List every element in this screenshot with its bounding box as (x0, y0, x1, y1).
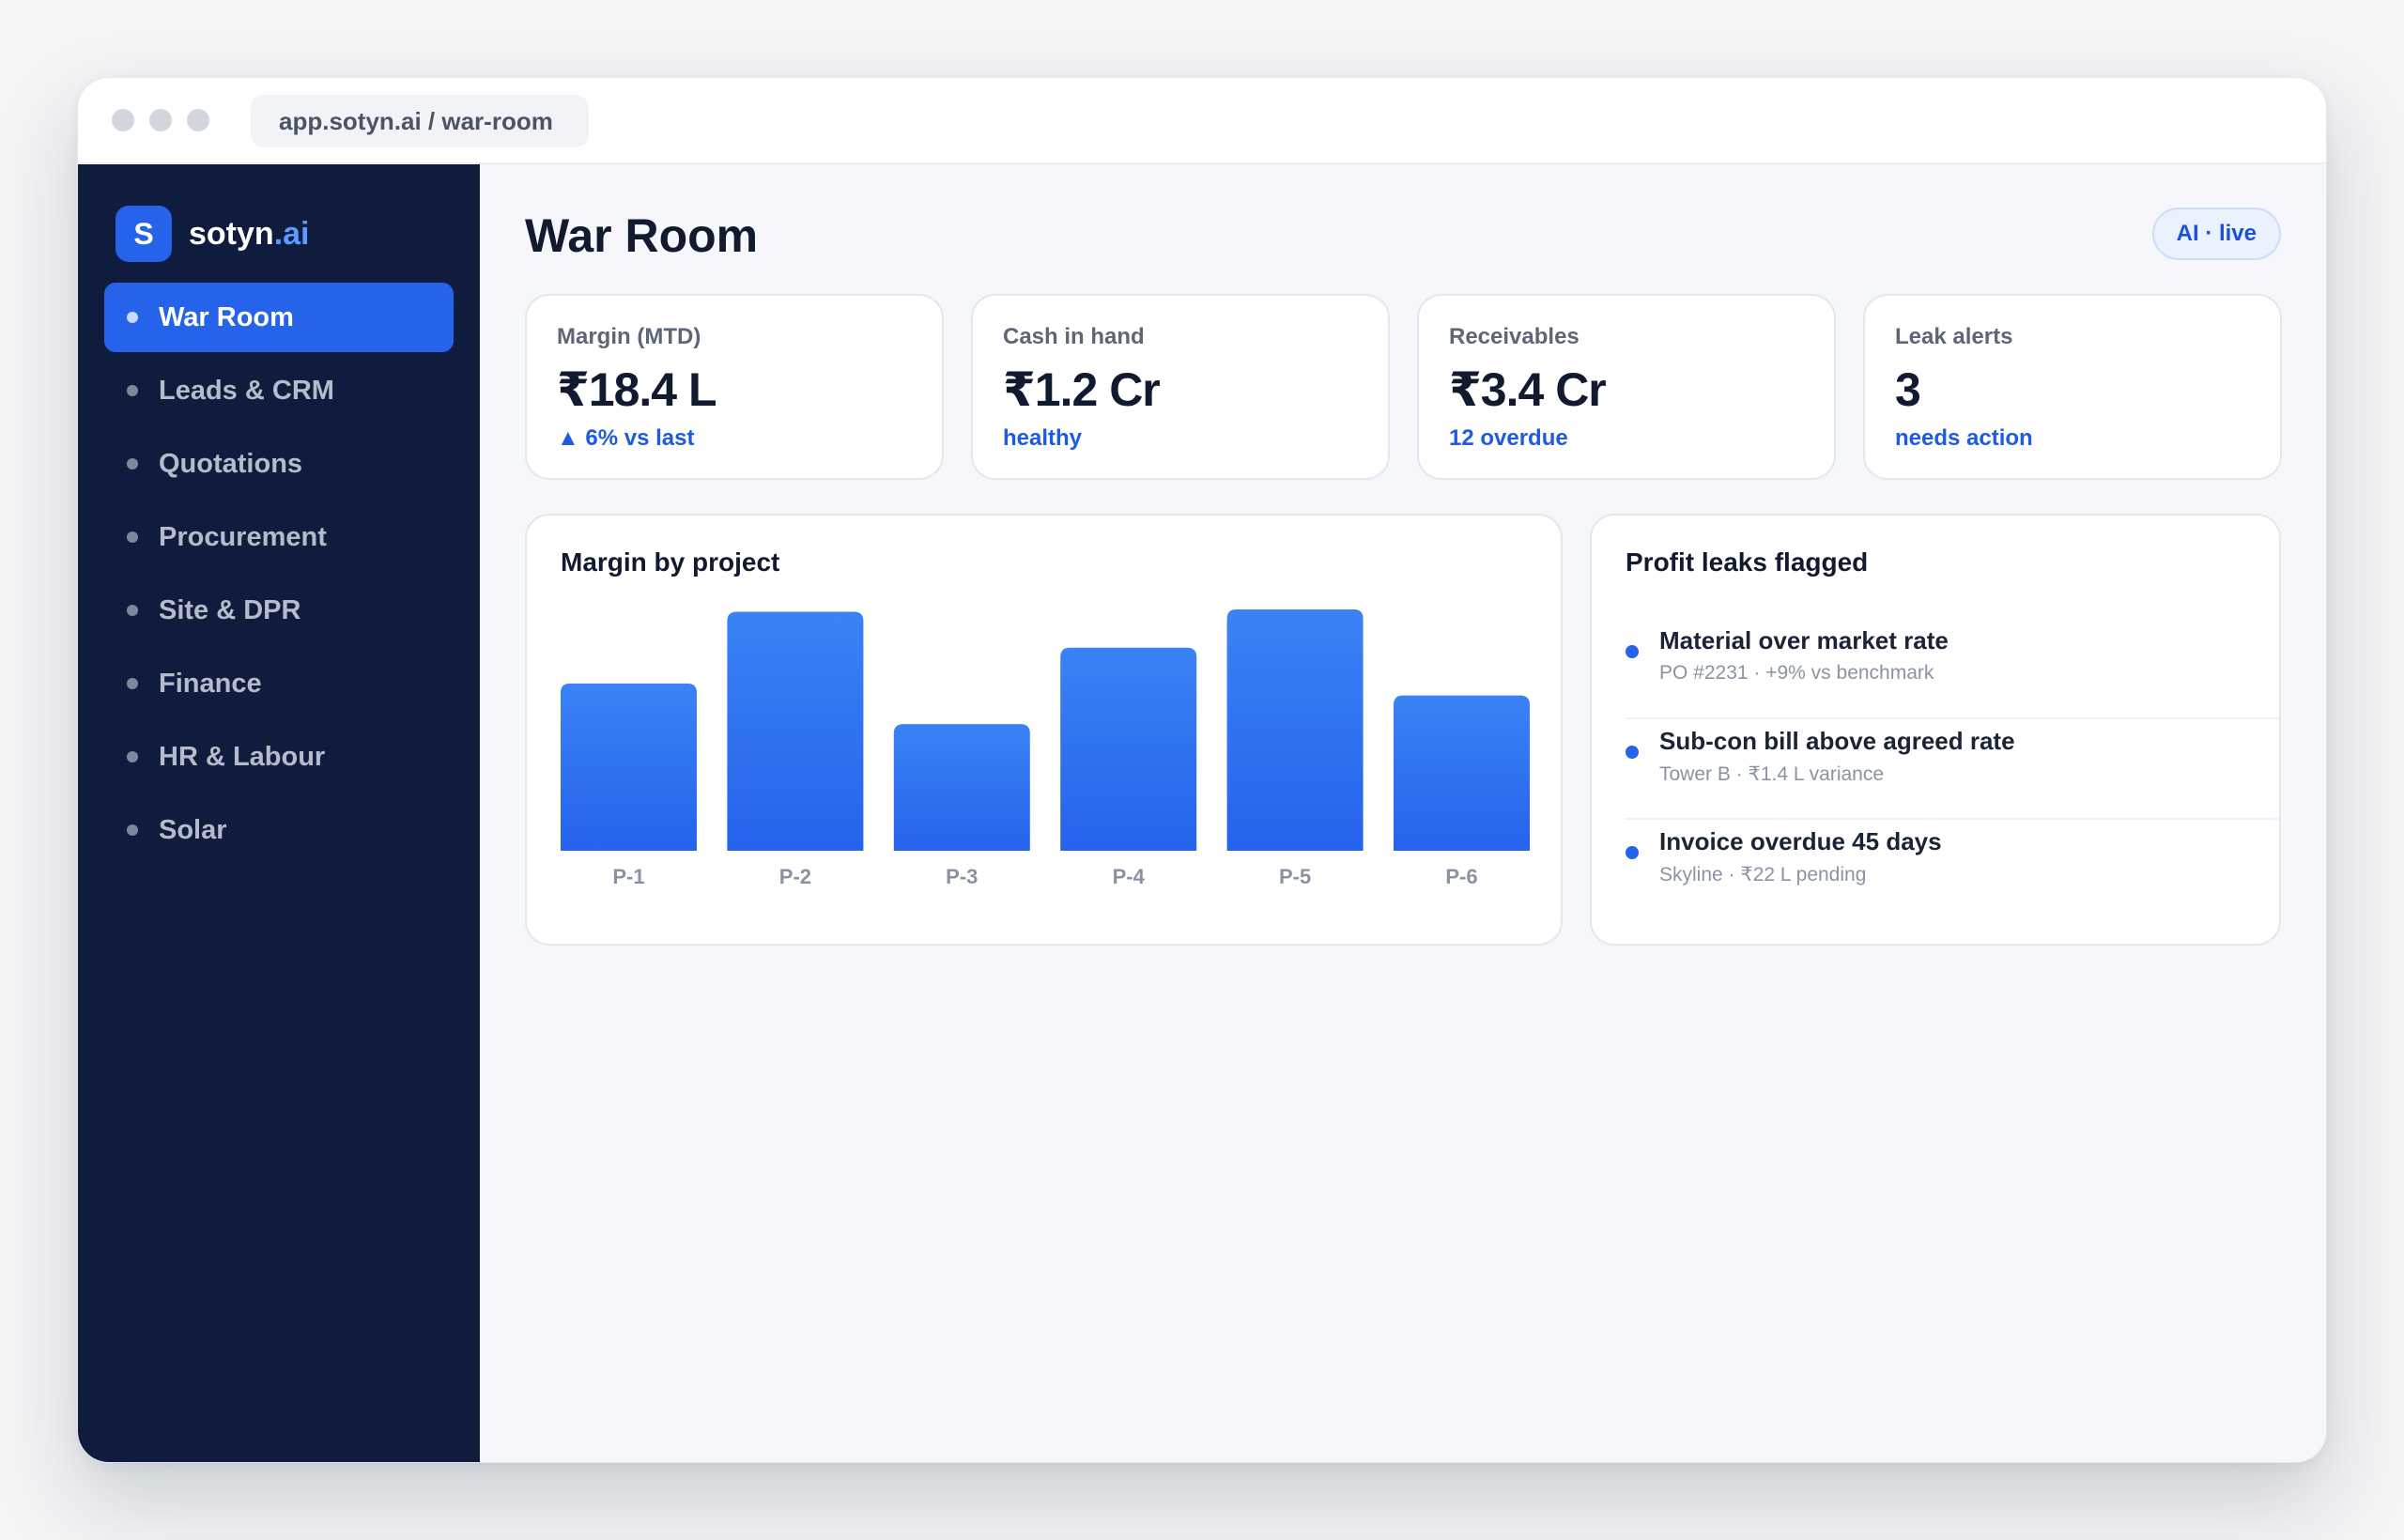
address-bar[interactable]: app.sotyn.ai / war-room (251, 95, 589, 147)
kpi-card-receivables[interactable]: Receivables ₹3.4 Cr 12 overdue (1417, 294, 1836, 480)
alert-dot-icon (1626, 746, 1639, 759)
kpi-value: ₹1.2 Cr (1003, 363, 1161, 416)
browser-titlebar: app.sotyn.ai / war-room (78, 78, 2326, 164)
sidebar-item-solar[interactable]: Solar (104, 795, 454, 865)
kpi-card-leak-alerts[interactable]: Leak alerts 3 needs action (1863, 294, 2282, 480)
margin-chart-card: Margin by project P-1 P-2 P-3 P-4 P-5 P-6 (525, 514, 1563, 946)
kpi-value: ₹3.4 Cr (1449, 363, 1607, 416)
profit-leaks-card: Profit leaks flagged Material over marke… (1590, 514, 2281, 946)
chart-bar-p-2[interactable] (727, 611, 864, 851)
logo-icon: S (116, 206, 172, 262)
bullet-icon (127, 678, 138, 689)
sidebar-item-hr-labour[interactable]: HR & Labour (104, 722, 454, 792)
browser-window: app.sotyn.ai / war-room S sotyn.ai War R… (77, 77, 2327, 1463)
kpi-subtext: needs action (1895, 425, 2033, 451)
leaks-title: Profit leaks flagged (1626, 547, 1869, 577)
chart-tick-label: P-4 (1113, 865, 1146, 888)
bullet-icon (127, 531, 138, 543)
chart-tick-label: P-3 (946, 865, 978, 888)
sidebar-item-label: Solar (159, 815, 227, 845)
leak-detail: PO #2231 · +9% vs benchmark (1659, 662, 1934, 684)
bullet-icon (127, 824, 138, 836)
brand-name: sotyn.ai (189, 215, 310, 253)
sidebar-item-site-dpr[interactable]: Site & DPR (104, 576, 454, 645)
sidebar-item-label: Quotations (159, 449, 303, 479)
margin-bar-chart: P-1 P-2 P-3 P-4 P-5 P-6 (561, 609, 1530, 888)
kpi-value: ₹18.4 L (557, 363, 717, 416)
chart-title: Margin by project (561, 547, 780, 577)
sidebar-item-finance[interactable]: Finance (104, 649, 454, 718)
sidebar-item-label: Leads & CRM (159, 376, 334, 406)
leak-title: Material over market rate (1659, 626, 1949, 654)
chart-tick-label: P-5 (1279, 865, 1311, 888)
window-close-dot[interactable] (112, 109, 134, 131)
kpi-subtext: ▲ 6% vs last (557, 425, 695, 451)
main-content: War Room AI · live Margin (MTD) ₹18.4 L … (480, 164, 2326, 1462)
sidebar-item-war-room[interactable]: War Room (104, 283, 454, 352)
leak-item[interactable]: Material over market rate PO #2231 · +9%… (1626, 619, 2279, 719)
kpi-subtext: healthy (1003, 425, 1083, 451)
chart-bar-p-3[interactable] (893, 724, 1030, 851)
sidebar-nav: War Room Leads & CRM Quotations Procurem… (104, 283, 454, 869)
bullet-icon (127, 385, 138, 396)
page-title: War Room (525, 209, 759, 262)
kpi-value: 3 (1895, 363, 1921, 416)
leak-title: Sub-con bill above agreed rate (1659, 727, 2015, 755)
chart-bar-p-6[interactable] (1394, 695, 1530, 851)
leak-item[interactable]: Sub-con bill above agreed rate Tower B ·… (1626, 719, 2279, 820)
leak-detail: Skyline · ₹22 L pending (1659, 864, 1867, 886)
chart-tick-label: P-6 (1445, 865, 1477, 888)
bullet-icon (127, 605, 138, 616)
brand-name-main: sotyn (189, 216, 274, 252)
sidebar-item-leads-crm[interactable]: Leads & CRM (104, 356, 454, 425)
sidebar: S sotyn.ai War Room Leads & CRM Quotatio… (78, 164, 480, 1462)
chart-tick-label: P-1 (612, 865, 644, 888)
sidebar-item-label: Site & DPR (159, 595, 301, 625)
kpi-label: Cash in hand (1003, 324, 1145, 349)
kpi-card-margin[interactable]: Margin (MTD) ₹18.4 L ▲ 6% vs last (525, 294, 944, 480)
alert-dot-icon (1626, 846, 1639, 859)
chart-bar-p-1[interactable] (561, 683, 697, 851)
alert-dot-icon (1626, 645, 1639, 658)
kpi-card-cash[interactable]: Cash in hand ₹1.2 Cr healthy (971, 294, 1390, 480)
sidebar-item-quotations[interactable]: Quotations (104, 429, 454, 499)
window-maximize-dot[interactable] (187, 109, 209, 131)
leak-item[interactable]: Invoice overdue 45 days Skyline · ₹22 L … (1626, 820, 2279, 920)
sidebar-item-label: War Room (159, 302, 294, 332)
window-minimize-dot[interactable] (149, 109, 172, 131)
bullet-icon (127, 751, 138, 762)
kpi-subtext: 12 overdue (1449, 425, 1568, 451)
sidebar-item-label: Procurement (159, 522, 327, 552)
kpi-label: Receivables (1449, 324, 1580, 349)
kpi-label: Margin (MTD) (557, 324, 701, 349)
chart-bar-p-5[interactable] (1226, 609, 1364, 851)
ai-live-badge[interactable]: AI · live (2151, 208, 2281, 260)
chart-tick-label: P-2 (779, 865, 811, 888)
brand-name-suffix: .ai (273, 216, 310, 252)
bullet-icon (127, 312, 138, 323)
sidebar-item-label: HR & Labour (159, 742, 326, 772)
sidebar-item-procurement[interactable]: Procurement (104, 502, 454, 572)
leak-list: Material over market rate PO #2231 · +9%… (1626, 619, 2279, 920)
sidebar-item-label: Finance (159, 669, 262, 699)
bullet-icon (127, 458, 138, 470)
chart-bar-p-4[interactable] (1060, 647, 1197, 851)
kpi-label: Leak alerts (1895, 324, 2013, 349)
leak-detail: Tower B · ₹1.4 L variance (1659, 763, 1885, 785)
leak-title: Invoice overdue 45 days (1659, 827, 1942, 855)
